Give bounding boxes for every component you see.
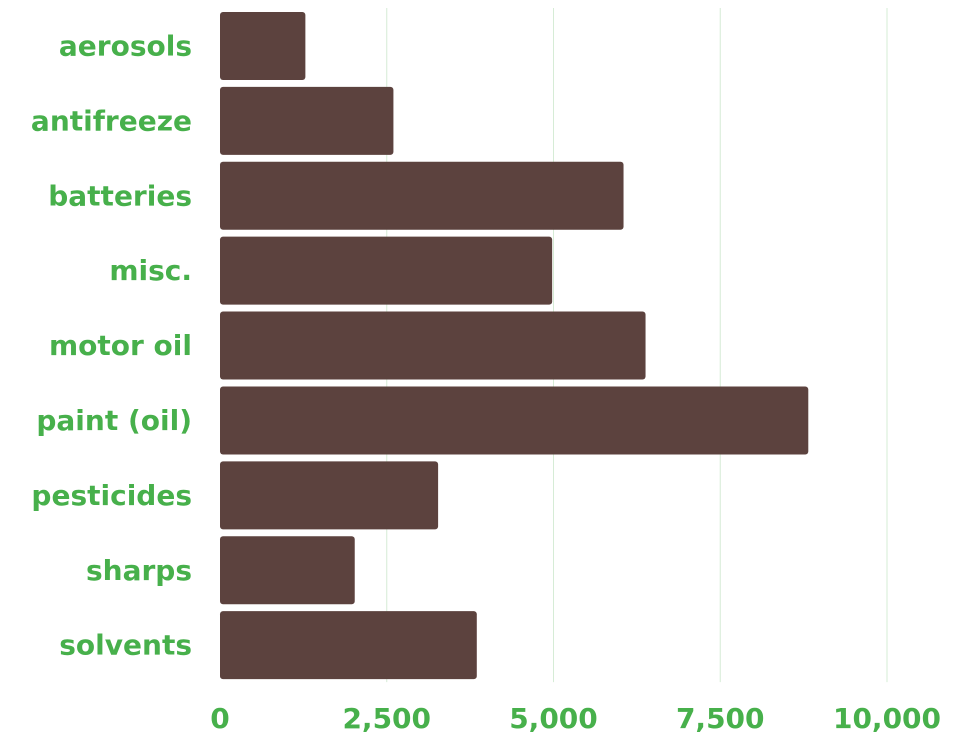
x-tick-label: 0	[210, 702, 229, 732]
bar	[220, 611, 477, 680]
category-label: antifreeze	[31, 104, 192, 137]
category-label: misc.	[109, 254, 192, 287]
category-label: pesticides	[31, 479, 192, 512]
bars	[220, 11, 809, 680]
x-tick-label: 10,000	[833, 702, 941, 732]
category-label: batteries	[48, 179, 192, 212]
x-tick-label: 2,500	[342, 702, 431, 732]
bar	[220, 236, 553, 305]
bar	[220, 86, 394, 155]
bar	[220, 11, 306, 80]
category-label: motor oil	[49, 329, 192, 362]
category-labels: aerosols antifreeze batteries misc. motor oi…	[31, 29, 192, 661]
bar	[220, 161, 624, 230]
x-tick-label: 5,000	[509, 702, 598, 732]
bar	[220, 311, 646, 380]
bar	[220, 461, 439, 530]
category-label: aerosols	[59, 29, 192, 62]
x-tick-label: 7,500	[676, 702, 765, 732]
category-label: sharps	[86, 554, 192, 587]
bar	[220, 386, 809, 455]
category-label: paint (oil)	[36, 404, 192, 437]
x-axis-tick-labels: 0 2,500 5,000 7,500 10,000	[210, 702, 941, 732]
bar	[220, 536, 355, 605]
category-label: solvents	[59, 629, 192, 662]
